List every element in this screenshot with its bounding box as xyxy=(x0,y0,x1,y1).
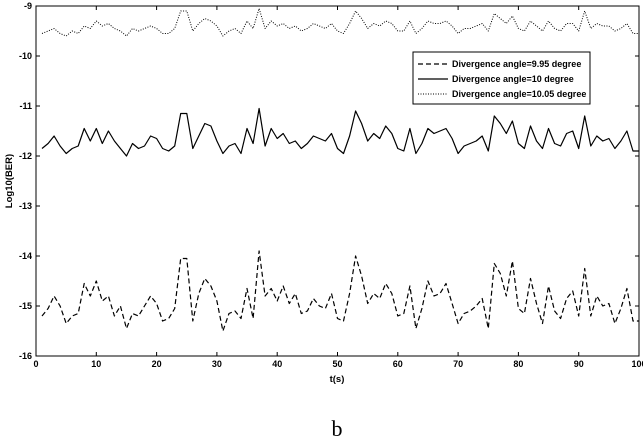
y-tick-label: -15 xyxy=(19,301,32,311)
x-tick-label: 50 xyxy=(332,359,342,369)
series-line-10-degree xyxy=(41,107,639,157)
x-axis: 0 10 20 30 40 50 60 70 80 90 100 xyxy=(33,6,643,369)
x-tick-label: 0 xyxy=(33,359,38,369)
y-axis: -9 -10 -11 -12 -13 -14 -15 -16 xyxy=(19,1,639,361)
x-tick-label: 20 xyxy=(152,359,162,369)
series-layer xyxy=(41,8,639,332)
legend-box xyxy=(412,51,591,105)
y-tick-label: -13 xyxy=(19,201,32,211)
legend: Divergence angle=9.95 degree Divergence … xyxy=(412,51,591,105)
y-tick-label: -16 xyxy=(19,351,32,361)
legend-label-10-05: Divergence angle=10.05 degree xyxy=(452,89,586,99)
legend-label-10: Divergence angle=10 degree xyxy=(452,74,574,84)
y-tick-label: -14 xyxy=(19,251,32,261)
x-tick-label: 40 xyxy=(272,359,282,369)
x-tick-label: 10 xyxy=(91,359,101,369)
figure-caption: b xyxy=(332,416,343,441)
legend-label-9-95: Divergence angle=9.95 degree xyxy=(452,59,581,69)
x-tick-label: 30 xyxy=(212,359,222,369)
series-line-9-95-degree xyxy=(41,250,639,332)
x-tick-label: 70 xyxy=(453,359,463,369)
x-tick-label: 80 xyxy=(513,359,523,369)
series-line-10-05-degree xyxy=(41,8,639,37)
x-axis-label: t(s) xyxy=(330,374,345,385)
y-tick-label: -9 xyxy=(24,1,32,11)
y-axis-label: Log10(BER) xyxy=(4,154,15,208)
x-tick-label: 90 xyxy=(574,359,584,369)
x-tick-label: 100 xyxy=(631,359,643,369)
y-tick-label: -11 xyxy=(19,101,32,111)
y-tick-label: -12 xyxy=(19,151,32,161)
x-tick-label: 60 xyxy=(393,359,403,369)
y-tick-label: -10 xyxy=(19,51,32,61)
